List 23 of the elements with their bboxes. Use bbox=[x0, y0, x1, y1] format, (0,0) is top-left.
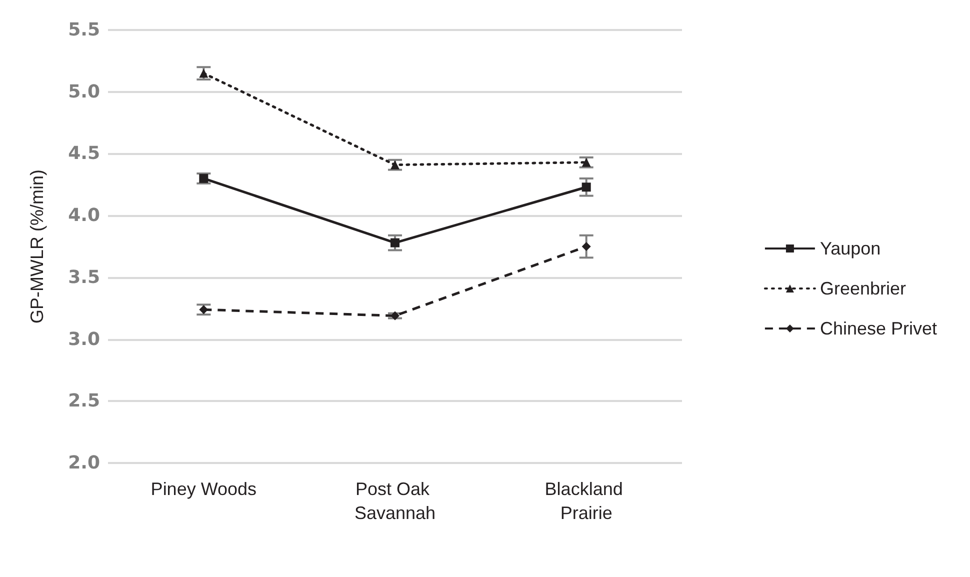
y-tick-label: 5.5 bbox=[68, 20, 100, 40]
y-tick-label: 5.0 bbox=[68, 81, 100, 102]
point bbox=[582, 242, 591, 251]
point bbox=[199, 174, 208, 183]
x-tick-label: Post Oak Savannah bbox=[354, 479, 436, 523]
x-tick-label: Piney Woods bbox=[150, 479, 257, 499]
point bbox=[390, 311, 400, 320]
y-axis-title: GP-MWLR (%/min) bbox=[27, 170, 47, 324]
point bbox=[199, 68, 208, 78]
y-tick-label: 3.5 bbox=[68, 266, 100, 288]
point bbox=[582, 182, 591, 192]
x-tick-label: Blackland Prairie bbox=[544, 479, 628, 523]
legend-label: Yaupon bbox=[820, 238, 881, 258]
legend-label: Chinese Privet bbox=[820, 318, 938, 338]
legend-label: Greenbrier bbox=[820, 278, 906, 298]
point bbox=[582, 158, 591, 167]
point bbox=[390, 238, 400, 248]
y-tick-label: 3.0 bbox=[68, 328, 100, 350]
y-tick-label: 2.0 bbox=[68, 452, 100, 474]
y-tick-label: 4.5 bbox=[68, 143, 100, 164]
point bbox=[390, 160, 400, 170]
y-tick-label: 2.5 bbox=[68, 390, 100, 412]
y-tick-label: 4.0 bbox=[68, 205, 100, 226]
